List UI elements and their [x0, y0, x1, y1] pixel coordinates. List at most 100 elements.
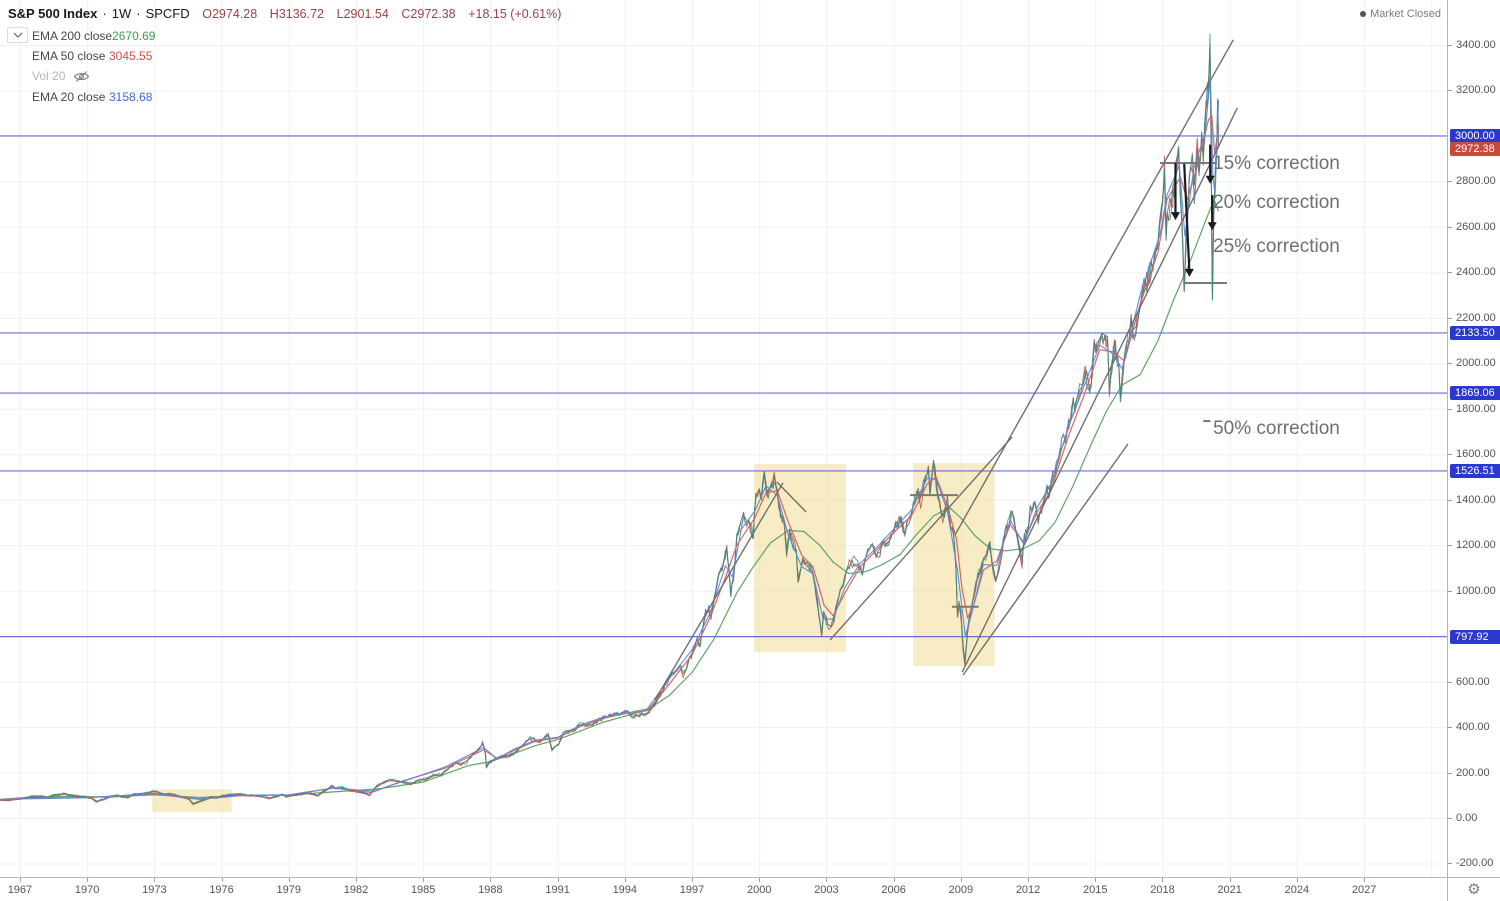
price-axis[interactable]: 3400.00 3200.00 2800.00 2600.00 2400.00 2200.… — [1447, 0, 1500, 877]
interval-label[interactable]: 1W — [111, 6, 132, 21]
time-axis-label: 2006 — [881, 884, 906, 896]
indicator-label: EMA 200 close — [32, 29, 113, 43]
svg-text:20% correction: 20% correction — [1213, 192, 1340, 213]
measure-lines[interactable] — [910, 162, 1228, 608]
chart-pane[interactable]: 15% correction 20% correction 25% correcti… — [0, 0, 1447, 877]
time-axis-label: 2027 — [1351, 884, 1377, 896]
indicator-row-ema50[interactable]: EMA 50 close 3045.55 — [32, 48, 152, 64]
time-axis-tick — [1364, 878, 1366, 882]
price-axis-tick — [1448, 272, 1452, 274]
settings-gear-icon[interactable]: ⚙ — [1467, 880, 1481, 898]
time-axis-label: 2000 — [746, 884, 772, 896]
price-axis-label: 2400.00 — [1456, 266, 1496, 279]
time-axis-tick — [87, 878, 89, 882]
time-axis-label: 1979 — [276, 884, 301, 896]
price-axis-label: 1600.00 — [1456, 448, 1496, 461]
indicator-row-ema200[interactable]: EMA 200 close 2670.69 — [32, 28, 155, 44]
price-axis-tick — [1448, 681, 1452, 683]
visibility-hidden-icon[interactable] — [73, 70, 90, 83]
time-axis-tick — [624, 878, 626, 882]
indicator-label: EMA 50 close — [32, 49, 106, 63]
time-axis-label: 2003 — [814, 884, 839, 896]
time-axis-label: 2012 — [1015, 884, 1041, 896]
price-badge: 1526.51 — [1450, 463, 1500, 478]
time-axis-tick — [960, 878, 962, 882]
legend-collapse-button[interactable] — [7, 27, 28, 43]
time-axis-label: 2024 — [1284, 884, 1310, 896]
time-axis-label: 2015 — [1083, 884, 1108, 896]
price-candles — [0, 33, 1220, 805]
price-chart-canvas[interactable]: 15% correction 20% correction 25% correcti… — [0, 0, 1447, 877]
correction-arrows[interactable] — [1170, 144, 1217, 277]
svg-text:15% correction: 15% correction — [1213, 153, 1340, 174]
price-axis-label: 1400.00 — [1456, 493, 1496, 506]
price-axis-tick — [1448, 863, 1452, 865]
price-badge: 797.92 — [1450, 629, 1500, 644]
exchange-label[interactable]: SPCFD — [145, 6, 190, 21]
time-axis-label: 1982 — [343, 884, 369, 896]
time-axis-tick — [826, 878, 828, 882]
price-axis-tick — [1448, 90, 1452, 92]
price-axis-label: 400.00 — [1456, 721, 1490, 734]
price-badge: 2133.50 — [1450, 325, 1500, 340]
price-axis-tick — [1448, 818, 1452, 819]
price-badge: 2972.38 — [1450, 142, 1500, 157]
price-axis-label: 2800.00 — [1456, 175, 1496, 188]
price-axis-label: 3400.00 — [1456, 39, 1496, 51]
price-axis-label: 0.00 — [1456, 812, 1478, 824]
time-axis-tick — [221, 878, 223, 882]
price-axis-label: 2600.00 — [1456, 220, 1496, 233]
time-axis-tick — [692, 878, 694, 882]
symbol-name[interactable]: S&P 500 Index — [8, 6, 98, 21]
price-axis-tick — [1448, 363, 1452, 365]
price-axis-label: 200.00 — [1456, 766, 1490, 779]
time-axis-tick — [557, 878, 559, 882]
time-axis-tick — [154, 878, 156, 882]
price-axis-label: 600.00 — [1456, 675, 1490, 688]
indicator-label: EMA 20 close — [32, 90, 106, 104]
price-axis-tick — [1448, 181, 1452, 183]
time-axis-tick — [19, 878, 21, 882]
symbol-title-row: S&P 500 Index · 1W · SPCFD O2974.28 H3136.72… — [8, 6, 561, 21]
indicator-value: 3158.68 — [109, 90, 153, 104]
indicator-value: 2670.69 — [112, 29, 156, 43]
ema50-line — [0, 114, 1220, 801]
time-axis-tick — [893, 878, 895, 882]
time-axis-label: 1985 — [410, 884, 436, 896]
time-axis-tick — [1095, 878, 1097, 882]
price-axis-tick — [1448, 317, 1452, 319]
low-value: L2901.54 — [336, 7, 389, 21]
time-axis-tick — [1162, 878, 1164, 882]
indicator-label: Vol 20 — [32, 69, 66, 83]
time-axis-tick — [490, 878, 492, 882]
svg-text:50% correction: 50% correction — [1213, 418, 1340, 439]
time-axis-tick — [1296, 878, 1298, 882]
time-axis-tick — [1028, 878, 1030, 882]
price-axis-label: -200.00 — [1456, 857, 1494, 870]
trendlines[interactable] — [654, 39, 1238, 701]
price-axis-label: 1200.00 — [1456, 539, 1496, 552]
highlight-boxes[interactable] — [152, 463, 995, 813]
price-axis-label: 1000.00 — [1456, 584, 1496, 597]
ema200-line — [0, 199, 1220, 800]
indicator-value: 3045.55 — [109, 49, 153, 63]
time-axis[interactable]: 1967 1970 1973 1976 1979 1982 1985 1988 1991 1994… — [0, 877, 1447, 901]
price-axis-tick — [1448, 727, 1452, 729]
time-axis-tick — [759, 878, 761, 882]
price-axis-tick — [1448, 408, 1452, 410]
chevron-down-icon — [13, 32, 23, 38]
price-axis-label: 1800.00 — [1456, 402, 1496, 415]
time-axis-label: 1991 — [545, 884, 570, 896]
axis-settings-corner: ⚙ — [1447, 877, 1500, 901]
title-separator: · — [136, 6, 141, 21]
price-level-lines[interactable] — [0, 135, 1447, 638]
price-axis-tick — [1448, 454, 1452, 456]
time-axis-label: 1973 — [142, 884, 167, 896]
time-axis-label: 1988 — [478, 884, 503, 896]
indicator-row-vol20[interactable]: Vol 20 — [32, 68, 90, 84]
annotation-texts[interactable]: 15% correction 20% correction 25% correcti… — [1213, 153, 1340, 439]
price-axis-tick — [1448, 226, 1452, 228]
market-status-dot-icon — [1360, 11, 1367, 17]
indicator-row-ema20[interactable]: EMA 20 close 3158.68 — [32, 89, 152, 105]
